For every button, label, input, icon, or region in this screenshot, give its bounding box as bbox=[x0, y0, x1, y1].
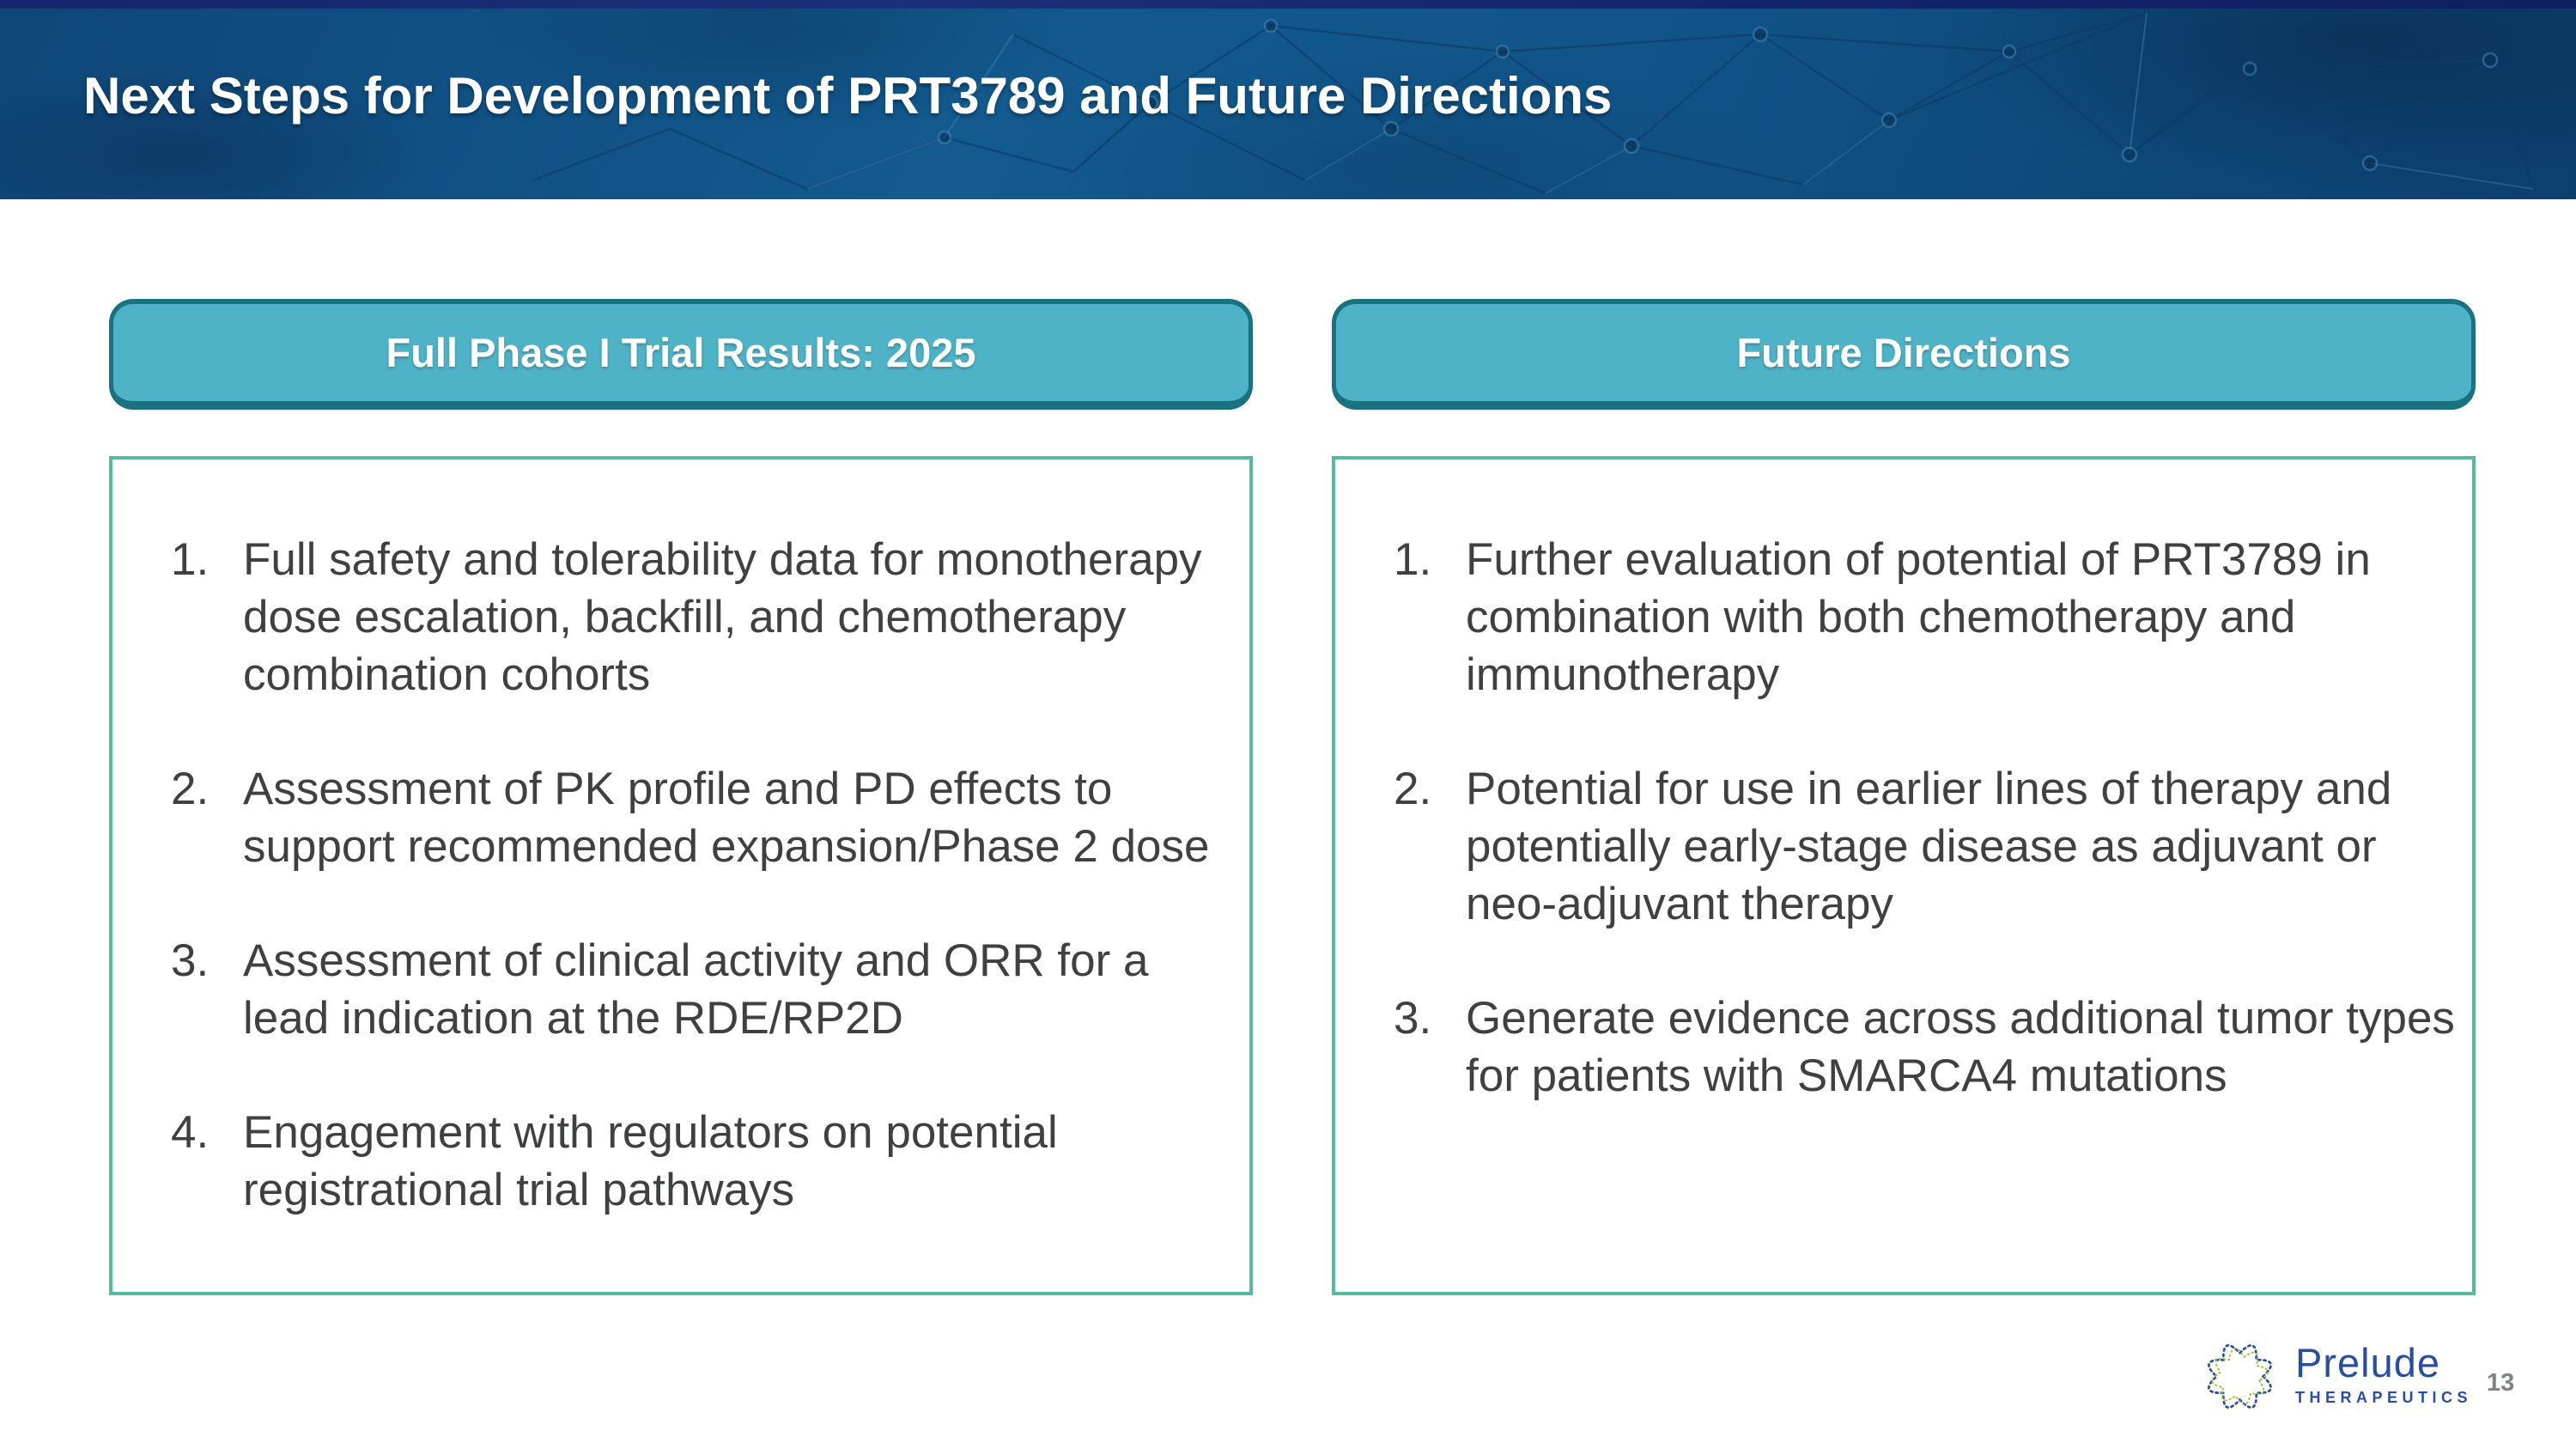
header-banner: Next Steps for Development of PRT3789 an… bbox=[0, 0, 2576, 199]
logo-name: Prelude bbox=[2295, 1340, 2440, 1385]
list-item: Further evaluation of potential of PRT37… bbox=[1394, 531, 2371, 700]
network-pattern-graphic bbox=[532, 8, 2560, 195]
page-title: Next Steps for Development of PRT3789 an… bbox=[83, 67, 1613, 125]
logo-wordmark: Prelude THERAPEUTICS bbox=[2295, 1331, 2472, 1422]
top-accent-strip bbox=[0, 0, 2576, 9]
company-logo: Prelude THERAPEUTICS bbox=[2195, 1331, 2472, 1422]
list-item: Potential for use in earlier lines of th… bbox=[1394, 760, 2392, 929]
list-item: Engagement with regulators on potential … bbox=[171, 1104, 1058, 1215]
list-item: Assessment of PK profile and PD effects … bbox=[171, 760, 1210, 872]
list-item: Generate evidence across additional tumo… bbox=[1394, 989, 2455, 1101]
numbered-list-phase1: Full safety and tolerability data for mo… bbox=[171, 531, 1243, 1219]
list-item: Assessment of clinical activity and ORR … bbox=[171, 932, 1149, 1044]
panel-header-future: Future Directions bbox=[1332, 299, 2476, 410]
logo-subtext: THERAPEUTICS bbox=[2295, 1389, 2473, 1406]
panel-future-directions: Future Directions Further evaluation of … bbox=[1332, 299, 2476, 1295]
panel-body-phase1: Full safety and tolerability data for mo… bbox=[109, 456, 1253, 1295]
panel-body-future: Further evaluation of potential of PRT37… bbox=[1332, 456, 2476, 1295]
panel-phase1-results: Full Phase I Trial Results: 2025 Full sa… bbox=[109, 299, 1253, 1295]
page-number: 13 bbox=[2487, 1369, 2515, 1397]
prelude-starburst-icon bbox=[2208, 1344, 2272, 1409]
panel-header-phase1: Full Phase I Trial Results: 2025 bbox=[109, 299, 1253, 410]
numbered-list-future: Further evaluation of potential of PRT37… bbox=[1394, 531, 2466, 1105]
list-item: Full safety and tolerability data for mo… bbox=[171, 531, 1202, 700]
